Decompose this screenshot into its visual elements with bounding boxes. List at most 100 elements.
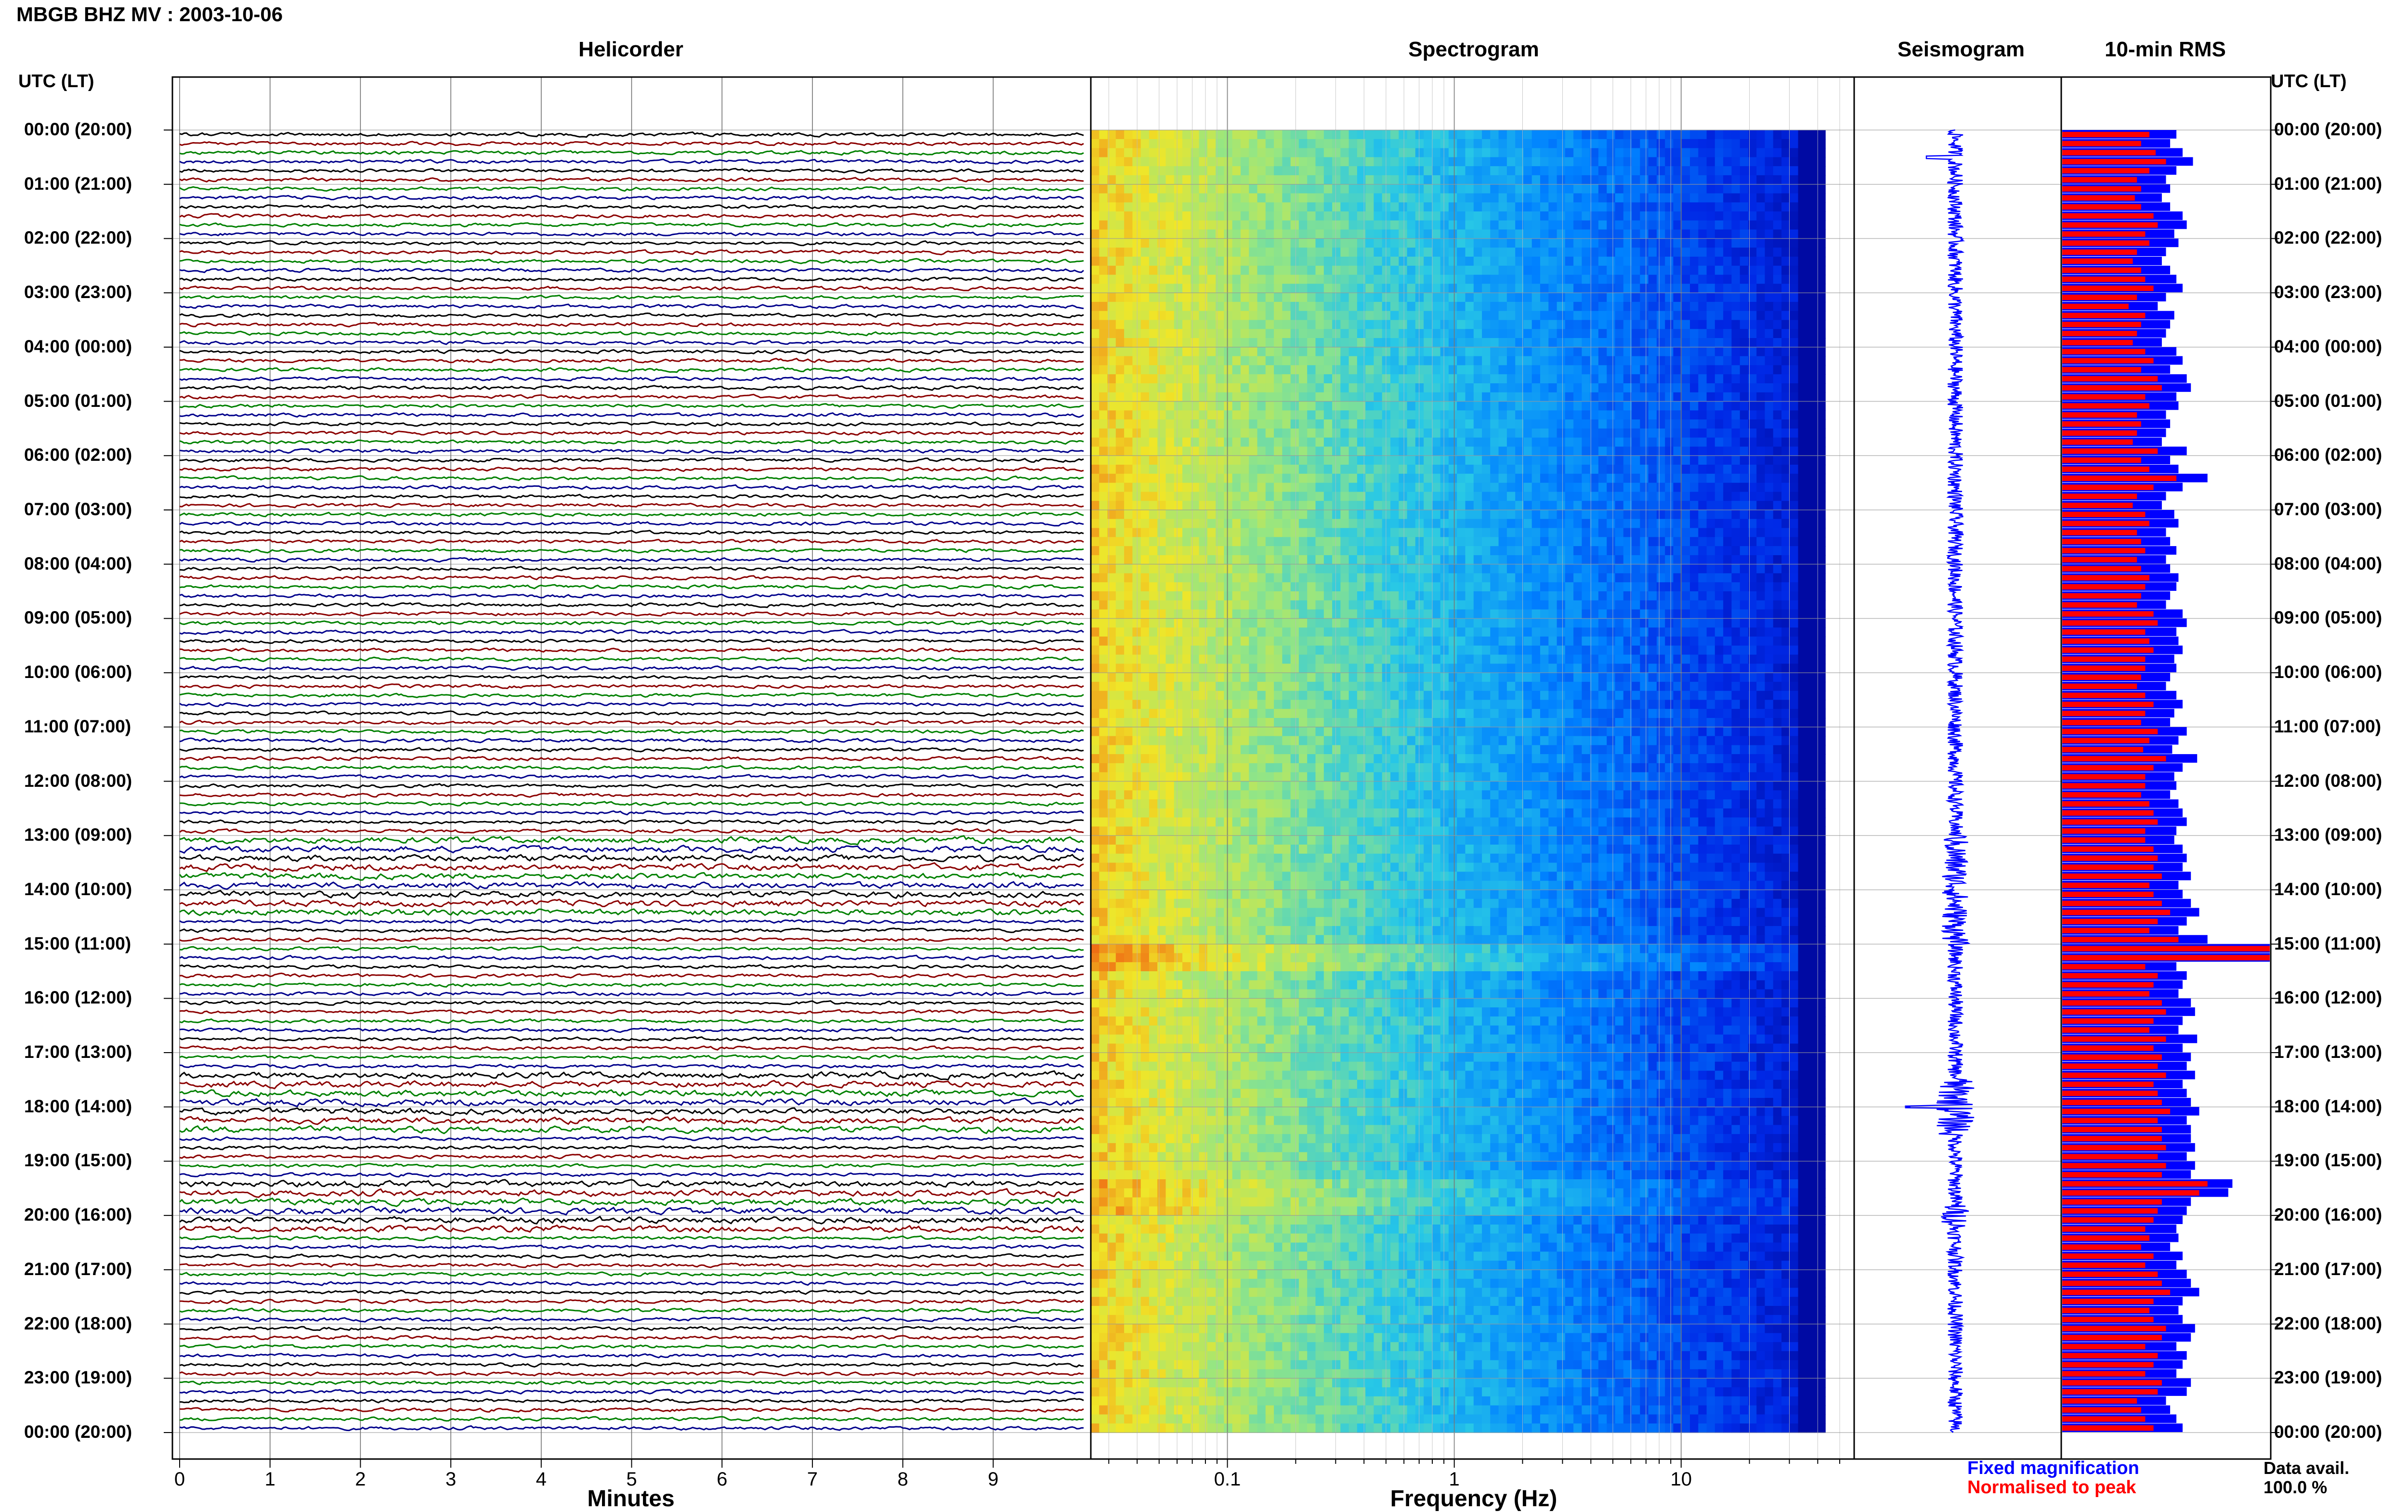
data-availability-label: Data avail.: [2264, 1458, 2349, 1478]
rms-bar-normalised: [2062, 448, 2158, 454]
time-label-right: 21:00 (17:00): [2274, 1259, 2382, 1279]
time-label-left: 22:00 (18:00): [24, 1314, 132, 1334]
time-label-right: 17:00 (13:00): [2274, 1042, 2382, 1062]
rms-bar-normalised: [2062, 484, 2154, 490]
rms-bar-normalised: [2062, 457, 2141, 463]
time-label-right: 19:00 (15:00): [2274, 1150, 2382, 1171]
rms-bar-normalised: [2062, 955, 2270, 960]
rms-bar-normalised: [2062, 901, 2162, 906]
rms-bar-normalised: [2062, 819, 2158, 824]
rms-bar-normalised: [2062, 774, 2145, 780]
rms-bar-normalised: [2062, 132, 2149, 137]
time-axis-header-left: UTC (LT): [18, 71, 94, 92]
rms-bar-normalised: [2062, 394, 2145, 400]
rms-bar-normalised: [2062, 982, 2154, 988]
rms-bar-normalised: [2062, 467, 2149, 472]
rms-bar-normalised: [2062, 1226, 2145, 1232]
helicorder-x-tick-label: 0: [174, 1469, 185, 1490]
rms-bar-normalised: [2062, 1181, 2208, 1186]
rms-bar-normalised: [2062, 991, 2149, 996]
time-label-left: 11:00 (07:00): [24, 717, 131, 737]
time-label-right: 20:00 (16:00): [2274, 1205, 2382, 1225]
time-label-right: 11:00 (07:00): [2274, 717, 2381, 737]
rms-bar-normalised: [2062, 1389, 2158, 1395]
page-title: MBGB BHZ MV : 2003-10-06: [16, 3, 283, 26]
rms-bar-normalised: [2062, 937, 2178, 942]
rms-bar-normalised: [2062, 620, 2158, 626]
rms-bar-normalised: [2062, 656, 2145, 662]
time-label-left: 16:00 (12:00): [24, 988, 132, 1008]
rms-bar-normalised: [2062, 801, 2149, 807]
rms-bar-normalised: [2062, 1208, 2158, 1213]
rms-bar-normalised: [2062, 873, 2162, 879]
rms-bar-normalised: [2062, 1353, 2158, 1358]
helicorder-x-tick-label: 1: [265, 1469, 275, 1490]
time-label-left: 10:00 (06:00): [24, 662, 132, 682]
rms-bar-normalised: [2062, 946, 2270, 951]
rms-bar-normalised: [2062, 792, 2141, 797]
rms-bar-normalised: [2062, 1253, 2154, 1259]
rms-bar-normalised: [2062, 213, 2154, 219]
rms-bar-normalised: [2062, 186, 2141, 192]
rms-bar-normalised: [2062, 177, 2137, 182]
time-label-left: 18:00 (14:00): [24, 1096, 132, 1117]
rms-bar-normalised: [2062, 1344, 2145, 1349]
rms-bar-normalised: [2062, 665, 2145, 671]
rms-bar-normalised: [2062, 1362, 2154, 1368]
rms-bar-normalised: [2062, 276, 2145, 282]
rms-bar-normalised: [2062, 864, 2154, 870]
rms-bar-normalised: [2062, 367, 2141, 372]
rms-bar-normalised: [2062, 322, 2141, 327]
time-label-right: 10:00 (06:00): [2274, 662, 2382, 682]
rms-bar-normalised: [2062, 503, 2133, 508]
time-label-left: 06:00 (02:00): [24, 445, 132, 465]
time-label-right: 06:00 (02:00): [2274, 445, 2382, 465]
rms-bar-normalised: [2062, 629, 2145, 635]
rms-bar-normalised: [2062, 304, 2129, 309]
rms-bar-normalised: [2062, 1109, 2170, 1114]
time-label-right: 03:00 (23:00): [2274, 282, 2382, 302]
rms-bar-normalised: [2062, 1416, 2145, 1421]
time-label-left: 04:00 (00:00): [24, 337, 132, 357]
rms-bar-normalised: [2062, 204, 2141, 209]
time-label-left: 07:00 (03:00): [24, 499, 132, 520]
spectrogram-x-tick-label: 10: [1670, 1469, 1692, 1490]
time-label-left: 02:00 (22:00): [24, 228, 132, 248]
rms-bar-normalised: [2062, 602, 2137, 608]
rms-bar-normalised: [2062, 566, 2141, 571]
rms-bar-normalised: [2062, 575, 2149, 580]
rms-bar-normalised: [2062, 675, 2141, 680]
rms-bar-normalised: [2062, 295, 2137, 300]
rms-bar-normalised: [2062, 1335, 2162, 1340]
rms-bar-normalised: [2062, 684, 2137, 689]
time-label-right: 13:00 (09:00): [2274, 825, 2382, 845]
rms-bar-normalised: [2062, 1172, 2162, 1177]
rms-bar-normalised: [2062, 430, 2137, 436]
rms-bar-normalised: [2062, 702, 2154, 707]
rms-bar-normalised: [2062, 720, 2141, 725]
rms-bar-normalised: [2062, 286, 2154, 291]
rms-bar-normalised: [2062, 837, 2145, 843]
rms-bar-normalised: [2062, 1136, 2162, 1141]
rms-bar-normalised: [2062, 240, 2149, 246]
rms-bar-normalised: [2062, 928, 2149, 933]
helicorder-x-tick-label: 9: [988, 1469, 998, 1490]
time-label-right: 15:00 (11:00): [2274, 934, 2381, 954]
rms-bar-normalised: [2062, 584, 2145, 589]
rms-bar-normalised: [2062, 1308, 2149, 1313]
rms-bar-normalised: [2062, 810, 2154, 816]
rms-bar-normalised: [2062, 1100, 2162, 1105]
time-label-right: 05:00 (01:00): [2274, 391, 2382, 411]
rms-bar-normalised: [2062, 521, 2149, 526]
time-label-left: 13:00 (09:00): [24, 825, 132, 845]
rms-bar-normalised: [2062, 692, 2145, 698]
time-label-right: 14:00 (10:00): [2274, 879, 2382, 899]
time-label-right: 08:00 (04:00): [2274, 554, 2382, 574]
rms-bar-normalised: [2062, 765, 2154, 770]
time-label-left: 17:00 (13:00): [24, 1042, 132, 1062]
rms-bar-normalised: [2062, 1190, 2199, 1196]
helicorder-title: Helicorder: [578, 38, 683, 62]
rms-bar-normalised: [2062, 856, 2158, 861]
legend-fixed-magnification: Fixed magnification: [1967, 1458, 2139, 1479]
